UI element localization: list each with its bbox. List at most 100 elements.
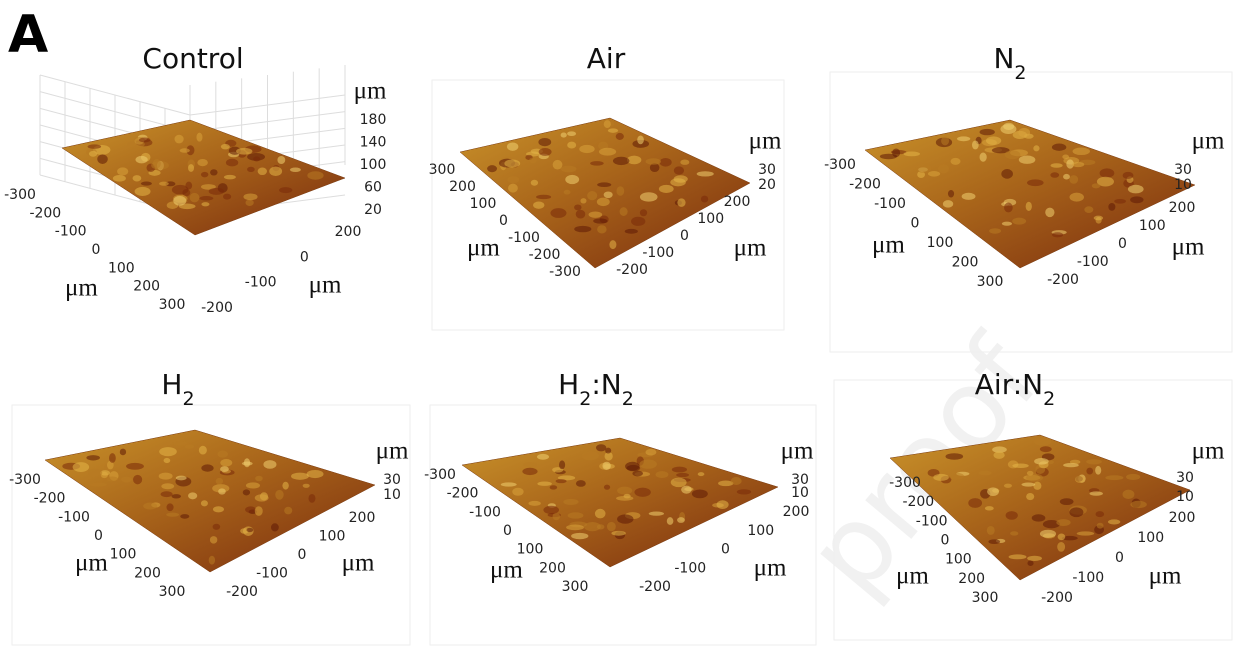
surface-texture [589, 211, 603, 217]
surface [865, 120, 1195, 268]
x-tick-label: -100 [508, 230, 540, 246]
surface-texture [246, 482, 260, 488]
surface-texture [188, 492, 197, 499]
surface-texture [659, 185, 674, 193]
z-tick-label: 30 [758, 162, 776, 178]
z-tick-label: 10 [791, 485, 809, 501]
surface-texture [245, 506, 256, 513]
z-tick-label: 30 [383, 472, 401, 488]
surface-texture [616, 186, 624, 195]
surface-texture [933, 474, 949, 481]
title-text: H [558, 368, 579, 401]
x-tick-label: 0 [94, 528, 103, 544]
surface-texture [201, 202, 209, 206]
panel-title: Air [587, 42, 626, 75]
surface-texture [640, 459, 657, 468]
title-subscript: 2 [622, 388, 634, 410]
x-tick-label: -300 [889, 475, 921, 491]
surface-texture [1027, 560, 1033, 566]
surface-texture [133, 475, 142, 484]
surface-texture [1010, 531, 1018, 535]
surface-texture [561, 166, 577, 173]
x-tick-label: -200 [34, 491, 66, 507]
surface-texture [1009, 554, 1027, 559]
surface-texture [185, 182, 192, 190]
surface-texture [988, 539, 1000, 544]
surface-texture [1092, 183, 1101, 188]
surface-texture [1040, 446, 1052, 452]
surface-texture [1128, 185, 1144, 194]
surface-texture [507, 142, 518, 150]
surface-texture [928, 171, 940, 177]
surface-texture [528, 501, 540, 506]
surface-texture [972, 140, 979, 149]
x-tick-label: 100 [108, 260, 135, 276]
surface-texture [161, 483, 174, 489]
surface-texture [616, 496, 633, 501]
surface-texture [674, 166, 684, 174]
surface-texture [176, 476, 187, 481]
surface-texture [587, 191, 597, 200]
z-unit: μm [781, 438, 814, 465]
surface-texture [568, 512, 584, 518]
x-tick-label: 100 [517, 542, 544, 558]
surface-texture [632, 471, 643, 477]
surface-texture [184, 444, 194, 448]
surface-texture [1018, 128, 1030, 137]
surface-texture [1052, 144, 1066, 151]
surface-texture [86, 455, 100, 460]
surface-texture [133, 175, 142, 181]
surface-texture [1063, 463, 1079, 467]
surface-texture [613, 157, 629, 165]
surface-texture [504, 159, 520, 167]
surface-texture [1057, 542, 1065, 552]
surface-texture [1130, 501, 1146, 508]
surface-texture [117, 167, 128, 175]
surface-texture [1114, 199, 1126, 204]
surface-texture [597, 182, 611, 187]
surface-texture [1086, 468, 1093, 475]
y-tick-label: -200 [201, 300, 233, 316]
surface-texture [1033, 145, 1039, 151]
surface-texture [1100, 168, 1115, 177]
surface-texture [1123, 172, 1134, 179]
y-tick-label: -100 [642, 245, 674, 261]
surface-texture [625, 229, 638, 234]
surface-texture [1130, 196, 1143, 203]
x-tick-label: 100 [927, 235, 954, 251]
surface-texture [1026, 202, 1032, 211]
x-unit: μm [896, 563, 929, 590]
surface-texture [563, 499, 578, 505]
surface-texture [199, 196, 213, 200]
surface-texture [550, 485, 558, 489]
surface-texture [1027, 179, 1044, 186]
surface-texture [1045, 208, 1054, 217]
surface-texture [307, 470, 324, 478]
surface-texture [543, 506, 559, 514]
surface-texture [602, 462, 610, 470]
surface-texture [672, 467, 687, 473]
surface-texture [698, 472, 705, 476]
surface-texture [245, 199, 253, 206]
surface-texture [951, 158, 961, 165]
z-tick-label: 10 [1176, 489, 1194, 505]
y-tick-label: -200 [616, 262, 648, 278]
surface-texture [948, 190, 954, 197]
x-tick-label: -100 [874, 196, 906, 212]
surface-texture [307, 171, 323, 179]
surface-texture [201, 464, 213, 471]
panel-title: N2 [993, 42, 1026, 84]
surface-texture [218, 488, 226, 494]
x-tick-label: 300 [429, 162, 456, 178]
surface-texture [161, 491, 173, 497]
surface-texture [1004, 484, 1012, 488]
y-tick-label: -100 [674, 560, 706, 576]
surface-texture [593, 218, 607, 223]
surface-texture [501, 482, 517, 486]
surface-texture [941, 136, 949, 145]
title-text: Air:N [975, 368, 1043, 401]
surface-texture [209, 188, 224, 195]
surface-texture [1056, 519, 1070, 526]
surface-texture [277, 156, 285, 164]
z-tick-label: 30 [1174, 162, 1192, 178]
